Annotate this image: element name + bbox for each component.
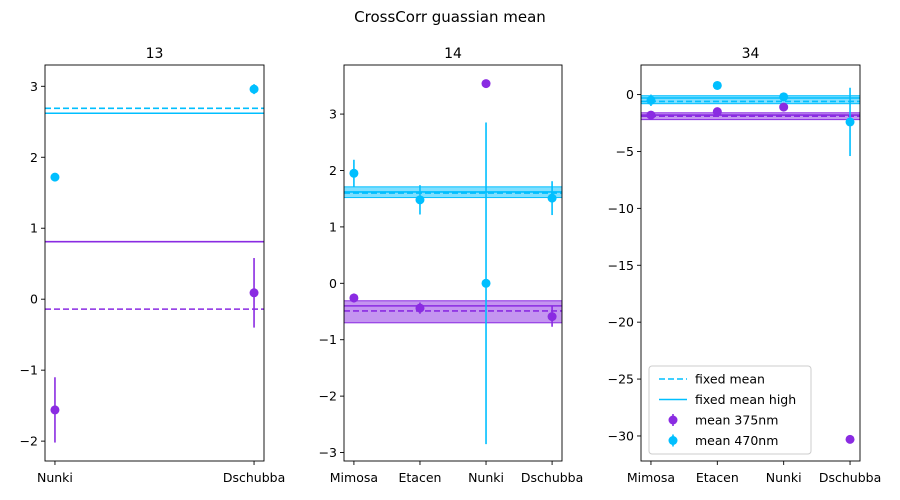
legend-label: mean 470nm [695,433,778,448]
y-tick-label: −1 [319,332,337,347]
data-point [845,434,855,444]
y-tick-label: 3 [30,79,38,94]
figure-title: CrossCorr guassian mean [354,8,546,26]
data-point [712,80,722,90]
legend-label: mean 375nm [695,413,778,428]
y-tick-label: 0 [329,276,337,291]
y-tick-label: 2 [30,150,38,165]
x-tick-label: Etacen [398,470,441,485]
plot-area [45,84,264,443]
data-point [249,84,259,94]
x-tick-label: Dschubba [819,470,881,485]
x-tick-label: Mimosa [330,470,378,485]
y-tick-label: −15 [608,258,634,273]
x-tick-label: Nunki [766,470,802,485]
x-tick-label: Dschubba [521,470,583,485]
data-point [249,288,259,298]
y-tick-label: 2 [329,163,337,178]
data-point [547,193,557,203]
y-tick-label: −1 [20,363,38,378]
data-point [646,110,656,120]
data-point [50,172,60,182]
y-tick-label: −5 [616,144,634,159]
x-tick-label: Dschubba [223,470,285,485]
panel-title: 13 [146,46,164,62]
y-tick-label: 1 [329,219,337,234]
data-point [712,107,722,117]
x-tick-label: Etacen [696,470,739,485]
y-tick-label: −3 [319,445,337,460]
legend-box [648,365,812,455]
axes-frame [640,64,861,462]
plot-area [344,79,562,445]
legend-swatch-marker [668,415,678,425]
x-tick-label: Nunki [37,470,73,485]
data-point [415,195,425,205]
data-point [779,102,789,112]
data-point [349,168,359,178]
x-tick-label: Mimosa [627,470,675,485]
y-tick-label: 3 [329,107,337,122]
data-point [547,312,557,322]
panel-title: 14 [444,46,462,62]
panel-title: 34 [742,46,760,62]
panel-14: 14 −3 −2 −1 0 1 2 3 Mimosa Etacen Nunki Dschubba [319,46,584,485]
legend-swatch-marker [668,436,678,445]
panel-13: 13 −2 −1 0 1 2 3 Nunki Dschubba [20,46,286,485]
panel-34: 34 −30 −25 −20 −15 −10 −5 0 Mimosa Etacen Nunki Dsc… [608,46,882,485]
confidence-band-0 [344,300,562,324]
data-point [845,117,855,127]
y-tick-label: −20 [608,315,634,330]
y-tick-label: 0 [626,87,634,102]
legend-label: fixed mean high [695,392,796,407]
x-tick-label: Nunki [468,470,504,485]
axes-frame [44,64,265,462]
y-tick-label: 1 [30,221,38,236]
y-tick-label: −2 [20,434,38,449]
legend: fixed mean fixed mean high mean 375nm mean … [648,365,812,455]
data-point [779,92,789,102]
confidence-band-1 [641,95,860,105]
data-point [415,303,425,313]
data-point [349,293,359,303]
data-point [50,405,60,415]
axes-frame [343,64,563,462]
y-tick-label: −2 [319,389,337,404]
data-point [481,79,491,89]
y-tick-label: −25 [608,372,634,387]
y-tick-label: −10 [608,201,634,216]
data-point [646,95,656,105]
y-tick-label: −30 [608,428,634,443]
y-tick-label: 0 [30,292,38,307]
plot-area [641,80,860,444]
data-point [481,278,491,288]
legend-label: fixed mean [695,372,765,387]
